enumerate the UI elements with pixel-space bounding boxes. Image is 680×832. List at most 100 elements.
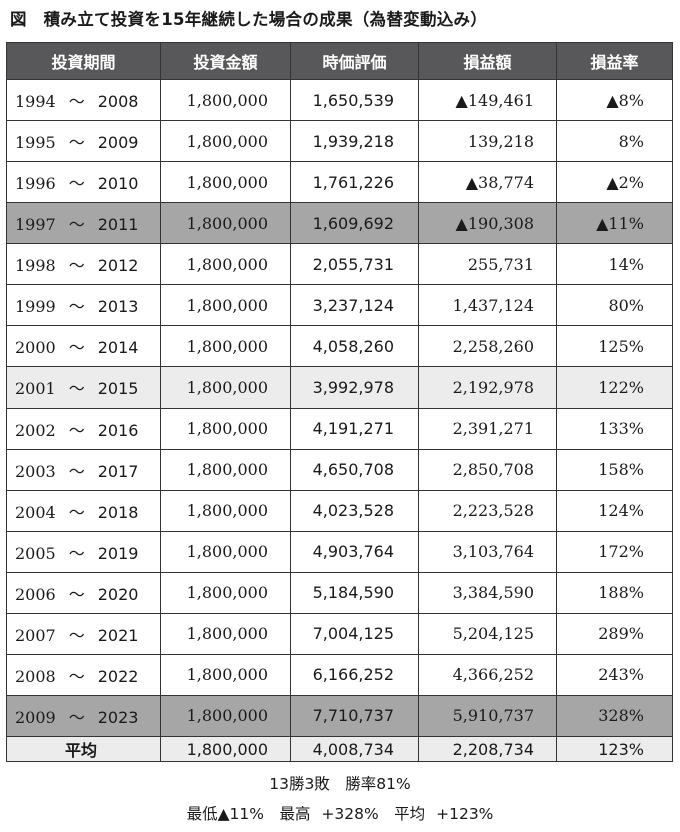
- period-cell: 2004 〜 2018: [6, 489, 161, 532]
- profit-cell: 2,223,528: [418, 489, 557, 532]
- tilde-separator: 〜: [68, 92, 85, 112]
- rate-cell: 289%: [556, 612, 673, 655]
- investment-cell: 1,800,000: [160, 284, 291, 327]
- investment-cell: 1,800,000: [160, 161, 291, 204]
- rate-cell: 14%: [556, 243, 673, 286]
- period-cell: 2003 〜 2017: [6, 448, 161, 491]
- start-year: 1999: [15, 297, 56, 317]
- start-year: 2002: [15, 420, 56, 440]
- rate-cell: 188%: [556, 571, 673, 614]
- start-year: 1997: [15, 215, 56, 235]
- end-year: 2015: [97, 379, 139, 399]
- tilde-separator: 〜: [68, 461, 85, 481]
- rate-cell: 328%: [556, 694, 673, 738]
- start-year: 1996: [15, 174, 56, 194]
- market-value-cell: 3,992,978: [290, 366, 419, 409]
- tilde-separator: 〜: [68, 174, 85, 194]
- market-value-cell: 1,650,539: [290, 78, 419, 122]
- end-year: 2016: [97, 420, 139, 440]
- table-row: 2008 〜 2022 1,800,000 6,166,252 4,366,252 243%: [6, 653, 673, 696]
- start-year: 1995: [15, 133, 56, 153]
- investment-cell: 1,800,000: [160, 407, 291, 450]
- market-value-cell: 7,710,737: [290, 694, 419, 738]
- average-profit: 2,208,734: [418, 736, 557, 762]
- header-profit: 損益額: [418, 42, 557, 80]
- header-rate: 損益率: [556, 42, 673, 80]
- profit-cell: 2,192,978: [418, 366, 557, 409]
- tilde-separator: 〜: [68, 420, 85, 440]
- tilde-separator: 〜: [68, 133, 85, 153]
- tilde-separator: 〜: [68, 543, 85, 563]
- end-year: 2018: [97, 502, 139, 522]
- period-cell: 2007 〜 2021: [6, 612, 161, 655]
- table-row: 2007 〜 2021 1,800,000 7,004,125 5,204,125 289%: [6, 612, 673, 655]
- period-cell: 1994 〜 2008: [6, 78, 161, 122]
- start-year: 2005: [15, 543, 56, 563]
- market-value-cell: 4,191,271: [290, 407, 419, 450]
- tilde-separator: 〜: [68, 502, 85, 522]
- start-year: 2003: [15, 461, 56, 481]
- min-max-average-summary: 最低▲11% 最高 +328% 平均 +123%: [186, 805, 494, 823]
- rate-cell: ▲2%: [556, 161, 673, 204]
- tilde-separator: 〜: [68, 297, 85, 317]
- table-row: 2003 〜 2017 1,800,000 4,650,708 2,850,708 158%: [6, 448, 673, 491]
- end-year: 2020: [97, 584, 139, 604]
- average-rate: 123%: [556, 736, 673, 762]
- market-value-cell: 3,237,124: [290, 284, 419, 327]
- start-year: 2006: [15, 584, 56, 604]
- tilde-separator: 〜: [68, 584, 85, 604]
- profit-cell: ▲149,461: [418, 78, 557, 122]
- profit-cell: 2,258,260: [418, 325, 557, 368]
- end-year: 2011: [97, 215, 139, 235]
- table-row: 2009 〜 2023 1,800,000 7,710,737 5,910,737 328%: [6, 694, 673, 738]
- market-value-cell: 1,609,692: [290, 202, 419, 245]
- investment-cell: 1,800,000: [160, 612, 291, 655]
- tilde-separator: 〜: [68, 625, 85, 645]
- period-cell: 1999 〜 2013: [6, 284, 161, 327]
- tilde-separator: 〜: [68, 215, 85, 235]
- table-row: 1997 〜 2011 1,800,000 1,609,692 ▲190,308 ▲11%: [6, 202, 673, 245]
- header-period: 投資期間: [6, 42, 161, 80]
- start-year: 2009: [15, 707, 56, 727]
- end-year: 2008: [97, 92, 139, 112]
- profit-cell: 4,366,252: [418, 653, 557, 696]
- table-row: 1996 〜 2010 1,800,000 1,761,226 ▲38,774 ▲2%: [6, 161, 673, 204]
- start-year: 1994: [15, 92, 56, 112]
- end-year: 2012: [97, 256, 139, 276]
- tilde-separator: 〜: [68, 256, 85, 276]
- market-value-cell: 4,058,260: [290, 325, 419, 368]
- investment-cell: 1,800,000: [160, 530, 291, 573]
- tilde-separator: 〜: [68, 379, 85, 399]
- tilde-separator: 〜: [68, 707, 85, 727]
- rate-cell: 243%: [556, 653, 673, 696]
- investment-cell: 1,800,000: [160, 448, 291, 491]
- start-year: 1998: [15, 256, 56, 276]
- average-label: 平均: [6, 736, 161, 762]
- table-row: 1999 〜 2013 1,800,000 3,237,124 1,437,124 80%: [6, 284, 673, 327]
- table-row: 1995 〜 2009 1,800,000 1,939,218 139,218 8%: [6, 120, 673, 163]
- rate-cell: 125%: [556, 325, 673, 368]
- period-cell: 1997 〜 2011: [6, 202, 161, 245]
- profit-cell: 5,910,737: [418, 694, 557, 738]
- table-row: 2001 〜 2015 1,800,000 3,992,978 2,192,978 122%: [6, 366, 673, 409]
- profit-cell: 5,204,125: [418, 612, 557, 655]
- profit-cell: 2,850,708: [418, 448, 557, 491]
- investment-cell: 1,800,000: [160, 653, 291, 696]
- rate-cell: 158%: [556, 448, 673, 491]
- profit-cell: ▲190,308: [418, 202, 557, 245]
- rate-cell: 122%: [556, 366, 673, 409]
- market-value-cell: 4,903,764: [290, 530, 419, 573]
- profit-cell: 3,103,764: [418, 530, 557, 573]
- market-value-cell: 2,055,731: [290, 243, 419, 286]
- start-year: 2008: [15, 666, 56, 686]
- profit-cell: 1,437,124: [418, 284, 557, 327]
- period-cell: 2001 〜 2015: [6, 366, 161, 409]
- period-cell: 2005 〜 2019: [6, 530, 161, 573]
- end-year: 2023: [97, 707, 139, 727]
- results-table: 投資期間 投資金額 時価評価 損益額 損益率 1994 〜 2008 1,800,00…: [6, 42, 673, 762]
- end-year: 2021: [97, 625, 139, 645]
- end-year: 2014: [97, 338, 139, 358]
- average-row: 平均 1,800,000 4,008,734 2,208,734 123%: [6, 736, 673, 762]
- start-year: 2001: [15, 379, 56, 399]
- investment-cell: 1,800,000: [160, 571, 291, 614]
